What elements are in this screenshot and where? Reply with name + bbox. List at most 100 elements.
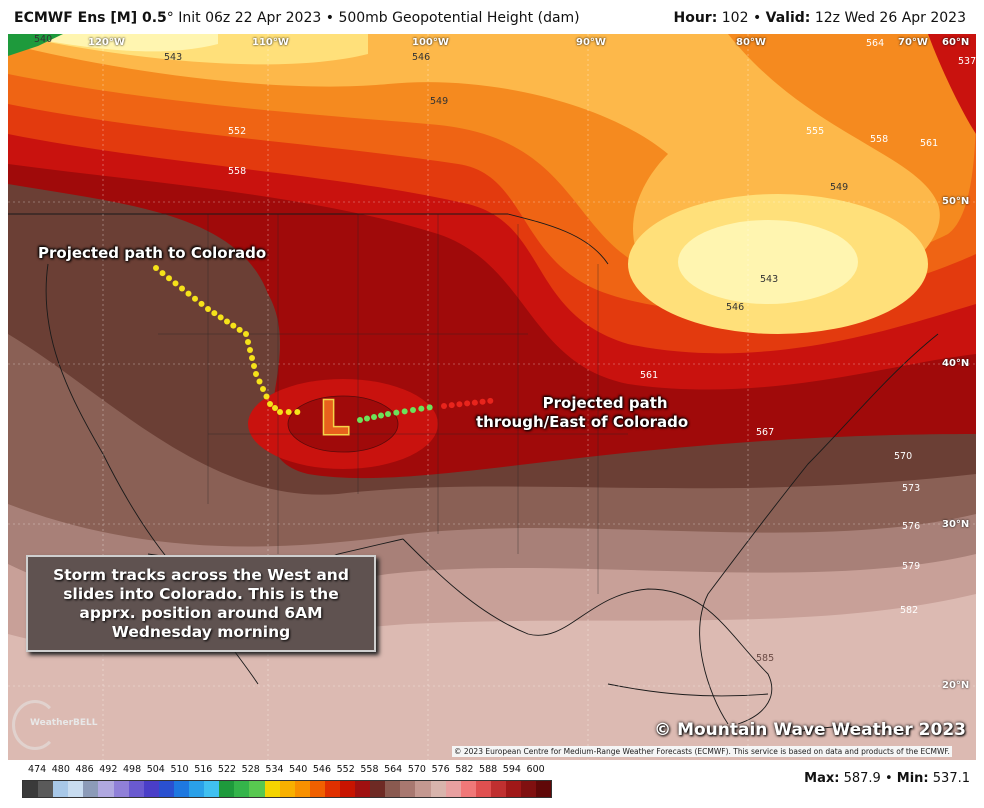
contour-label: 552 (228, 126, 247, 137)
colorbar-tick-label: 504 (146, 764, 165, 775)
colorbar-tick-label: 546 (312, 764, 332, 775)
colorbar-swatch (143, 781, 159, 797)
yellow-path-dot (253, 371, 259, 377)
green-path-dot (364, 415, 370, 422)
red-path-dot (479, 398, 486, 405)
colorbar-swatch (475, 781, 491, 797)
yellow-path-dots (153, 265, 301, 415)
colorbar-tick-label: 564 (384, 764, 403, 775)
closed-low-core (287, 395, 399, 453)
colorbar-swatch (264, 781, 280, 797)
path-east-line1: Projected path (542, 394, 668, 412)
yellow-path-dot (263, 393, 270, 400)
colorbar-swatch (204, 781, 220, 797)
yellow-path-dot (267, 401, 273, 407)
colorbar-tick-label: 540 (289, 764, 308, 775)
path-to-colorado-label: Projected path to Colorado (38, 244, 267, 262)
header-valid: Hour: 102 • Valid: 12z Wed 26 Apr 2023 (673, 10, 966, 26)
contour-label: 540 (34, 34, 53, 45)
contour-label: 567 (756, 427, 775, 438)
header-bullet: • (325, 10, 334, 26)
hour-value: 102 (721, 10, 749, 26)
red-path-dot (487, 397, 494, 404)
colorbar-swatch (128, 781, 144, 797)
lon-label-110: 110°W (252, 37, 289, 48)
init-time: Init 06z 22 Apr 2023 (178, 10, 322, 26)
yellow-path-dot (217, 314, 224, 321)
colorbar-tick-label: 492 (99, 764, 118, 775)
east-coast (699, 333, 939, 725)
yellow-path-dot (166, 275, 172, 282)
red-path-dot (464, 400, 471, 407)
green-path-dot (418, 405, 425, 412)
contour-label: 546 (726, 302, 745, 313)
yellow-path-dot (285, 409, 292, 415)
colorbar-swatches (22, 780, 553, 798)
colorbar-swatch (68, 781, 84, 797)
colorbar-tick-label: 576 (431, 764, 450, 775)
state-lines (158, 214, 628, 594)
header-bullet-2: • (752, 10, 762, 26)
contour-label: 573 (902, 483, 921, 494)
yellow-path-dot (172, 280, 179, 287)
colorbar-tick-label: 600 (526, 764, 545, 775)
model-name: ECMWF Ens [M] 0.5 (14, 10, 167, 26)
max-value: 587.9 (843, 771, 881, 786)
caribbean-islands (607, 683, 909, 735)
red-path-dot (471, 399, 478, 406)
degree-symbol: ° (166, 10, 174, 26)
red-path-dot (441, 403, 447, 409)
path-east-label: Projected path through/East of Colorado (476, 394, 688, 432)
maxmin-bullet: • (884, 771, 893, 786)
contour-label: 558 (228, 166, 247, 177)
colorbar-swatch (173, 781, 190, 797)
valid-value: 12z Wed 26 Apr 2023 (814, 10, 966, 26)
yellow-path-dot (247, 347, 253, 353)
colorbar-swatch (189, 781, 205, 797)
path-east-line2: through/East of Colorado (476, 413, 689, 431)
green-path-dot (401, 408, 408, 415)
band-540-green (8, 34, 63, 56)
colorbar-tick-label: 582 (455, 764, 474, 775)
red-path-dots (441, 397, 494, 409)
ecmwf-credit: © 2023 European Centre for Medium-Range … (452, 746, 952, 757)
green-path-dot (378, 412, 384, 419)
colorbar-swatch (38, 781, 54, 797)
yellow-path-dot (249, 355, 255, 361)
colorbar-tick-label: 498 (122, 764, 142, 775)
colorbar-tick-label: 510 (170, 764, 189, 775)
valid-label: Valid: (765, 10, 811, 26)
lat-label-30: 30°N (942, 519, 970, 530)
colorbar-swatch (490, 781, 506, 797)
yellow-path-dot (260, 386, 266, 392)
yellow-path-dot (153, 265, 159, 271)
colorbar-swatch (370, 781, 386, 797)
low-pressure-symbol: L (320, 391, 349, 445)
colorbar-swatch (219, 781, 235, 797)
contour-label: 561 (640, 370, 659, 381)
contour-label: 549 (830, 182, 849, 193)
band-543 (678, 220, 858, 304)
contour-label: 555 (806, 126, 825, 137)
header: ECMWF Ens [M] 0.5° Init 06z 22 Apr 2023 … (0, 0, 984, 34)
yellow-path-dot (224, 318, 230, 325)
contour-label: 582 (900, 605, 919, 616)
lon-label-70: 70°W (898, 37, 928, 48)
contour-label: 579 (902, 561, 921, 572)
colorbar-swatch (249, 781, 265, 797)
max-min-readout: Max: 587.9 • Min: 537.1 (804, 771, 970, 786)
yellow-path-dot (230, 322, 237, 329)
contour-label: 549 (430, 96, 449, 107)
colorbar-swatch (339, 781, 356, 797)
colorbar-swatch (460, 781, 476, 797)
lon-label-100: 100°W (412, 37, 449, 48)
colorbar-swatch (445, 781, 461, 797)
yellow-path-dot (198, 300, 205, 307)
green-path-dot (371, 414, 377, 420)
green-path-dot (393, 409, 400, 416)
header-title: ECMWF Ens [M] 0.5° Init 06z 22 Apr 2023 … (14, 10, 580, 26)
yellow-path-dot (185, 290, 192, 297)
geopotential-map: L 120°W 110°W 100°W 90°W 80°W 70°W 60°N … (8, 34, 976, 760)
colorbar-swatch (521, 781, 537, 797)
colorbar-swatch (294, 781, 310, 797)
